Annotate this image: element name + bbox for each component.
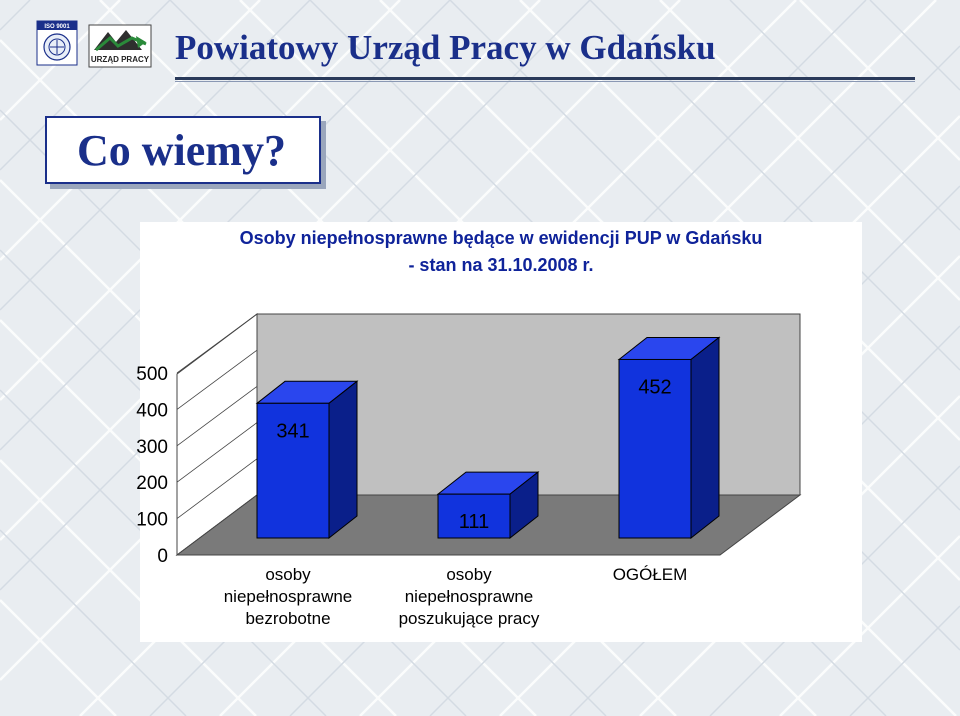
y-tick-label: 400 (136, 400, 168, 421)
chart-title-line-2: - stan na 31.10.2008 r. (408, 255, 594, 275)
bar (437, 493, 511, 539)
x-category-label: niepełnosprawne (224, 587, 353, 606)
subtitle-box: Co wiemy? (45, 116, 321, 184)
y-tick-label: 200 (136, 473, 168, 494)
subtitle-text: Co wiemy? (77, 126, 286, 175)
title-underline-shadow (175, 81, 915, 82)
data-label: 452 (638, 376, 671, 398)
data-label: 341 (276, 420, 309, 442)
side-wall-gridline (176, 422, 258, 483)
urzad-pracy-logo: URZĄD PRACY (88, 24, 152, 68)
page-title: Powiatowy Urząd Pracy w Gdańsku (175, 28, 716, 67)
side-wall-gridline (176, 458, 258, 519)
logo-caption: URZĄD PRACY (91, 55, 150, 64)
data-label: 111 (459, 511, 489, 533)
y-tick-label: 500 (136, 364, 168, 385)
x-category-label: OGÓŁEM (613, 565, 688, 584)
x-category-label: niepełnosprawne (405, 587, 534, 606)
bar-side (690, 336, 720, 540)
side-wall-gridline (176, 349, 258, 410)
x-category-label: osoby (265, 565, 311, 584)
bar-side (328, 380, 358, 540)
chart-title-line-1: Osoby niepełnosprawne będące w ewidencji… (239, 228, 763, 248)
x-category-label: osoby (446, 565, 492, 584)
side-wall-gridline (176, 386, 258, 447)
side-wall-gridline (176, 313, 258, 374)
y-tick-label: 100 (136, 510, 168, 531)
iso-badge-text: ISO 9001 (44, 24, 70, 30)
bar (618, 358, 692, 539)
x-category-label: poszukujące pracy (399, 609, 540, 628)
x-category-label: bezrobotne (245, 609, 330, 628)
y-tick-label: 300 (136, 437, 168, 458)
bar (256, 402, 330, 539)
title-underline (175, 77, 915, 80)
y-tick-label: 0 (157, 546, 168, 567)
iso-certification-logo: ISO 9001 (36, 20, 78, 66)
